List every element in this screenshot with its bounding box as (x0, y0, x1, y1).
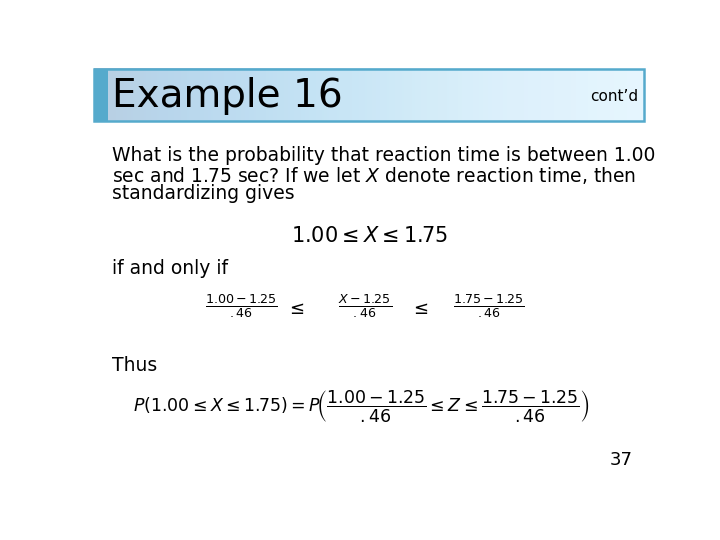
FancyBboxPatch shape (94, 69, 644, 121)
Text: cont’d: cont’d (590, 89, 639, 104)
Text: $1.00 \leq X \leq 1.75$: $1.00 \leq X \leq 1.75$ (290, 226, 448, 246)
Text: $\frac{1.00 - 1.25}{.46}$: $\frac{1.00 - 1.25}{.46}$ (204, 292, 278, 320)
Text: 37: 37 (610, 451, 632, 469)
Text: $\frac{X - 1.25}{.46}$: $\frac{X - 1.25}{.46}$ (338, 292, 392, 320)
Text: Example 16: Example 16 (112, 77, 343, 116)
Text: standardizing gives: standardizing gives (112, 184, 294, 203)
Text: Thus: Thus (112, 356, 157, 375)
Text: $P(1.00 \leq X \leq 1.75) = P\!\left(\dfrac{1.00 - 1.25}{.46} \leq Z \leq \dfrac: $P(1.00 \leq X \leq 1.75) = P\!\left(\df… (132, 388, 589, 424)
FancyBboxPatch shape (94, 69, 108, 121)
Text: $\leq$: $\leq$ (286, 300, 305, 318)
Text: $\frac{1.75 - 1.25}{.46}$: $\frac{1.75 - 1.25}{.46}$ (453, 292, 525, 320)
Text: What is the probability that reaction time is between 1.00: What is the probability that reaction ti… (112, 146, 655, 165)
Text: $\leq$: $\leq$ (410, 300, 428, 318)
Text: sec and 1.75 sec? If we let $X$ denote reaction time, then: sec and 1.75 sec? If we let $X$ denote r… (112, 165, 636, 186)
Text: if and only if: if and only if (112, 259, 228, 278)
